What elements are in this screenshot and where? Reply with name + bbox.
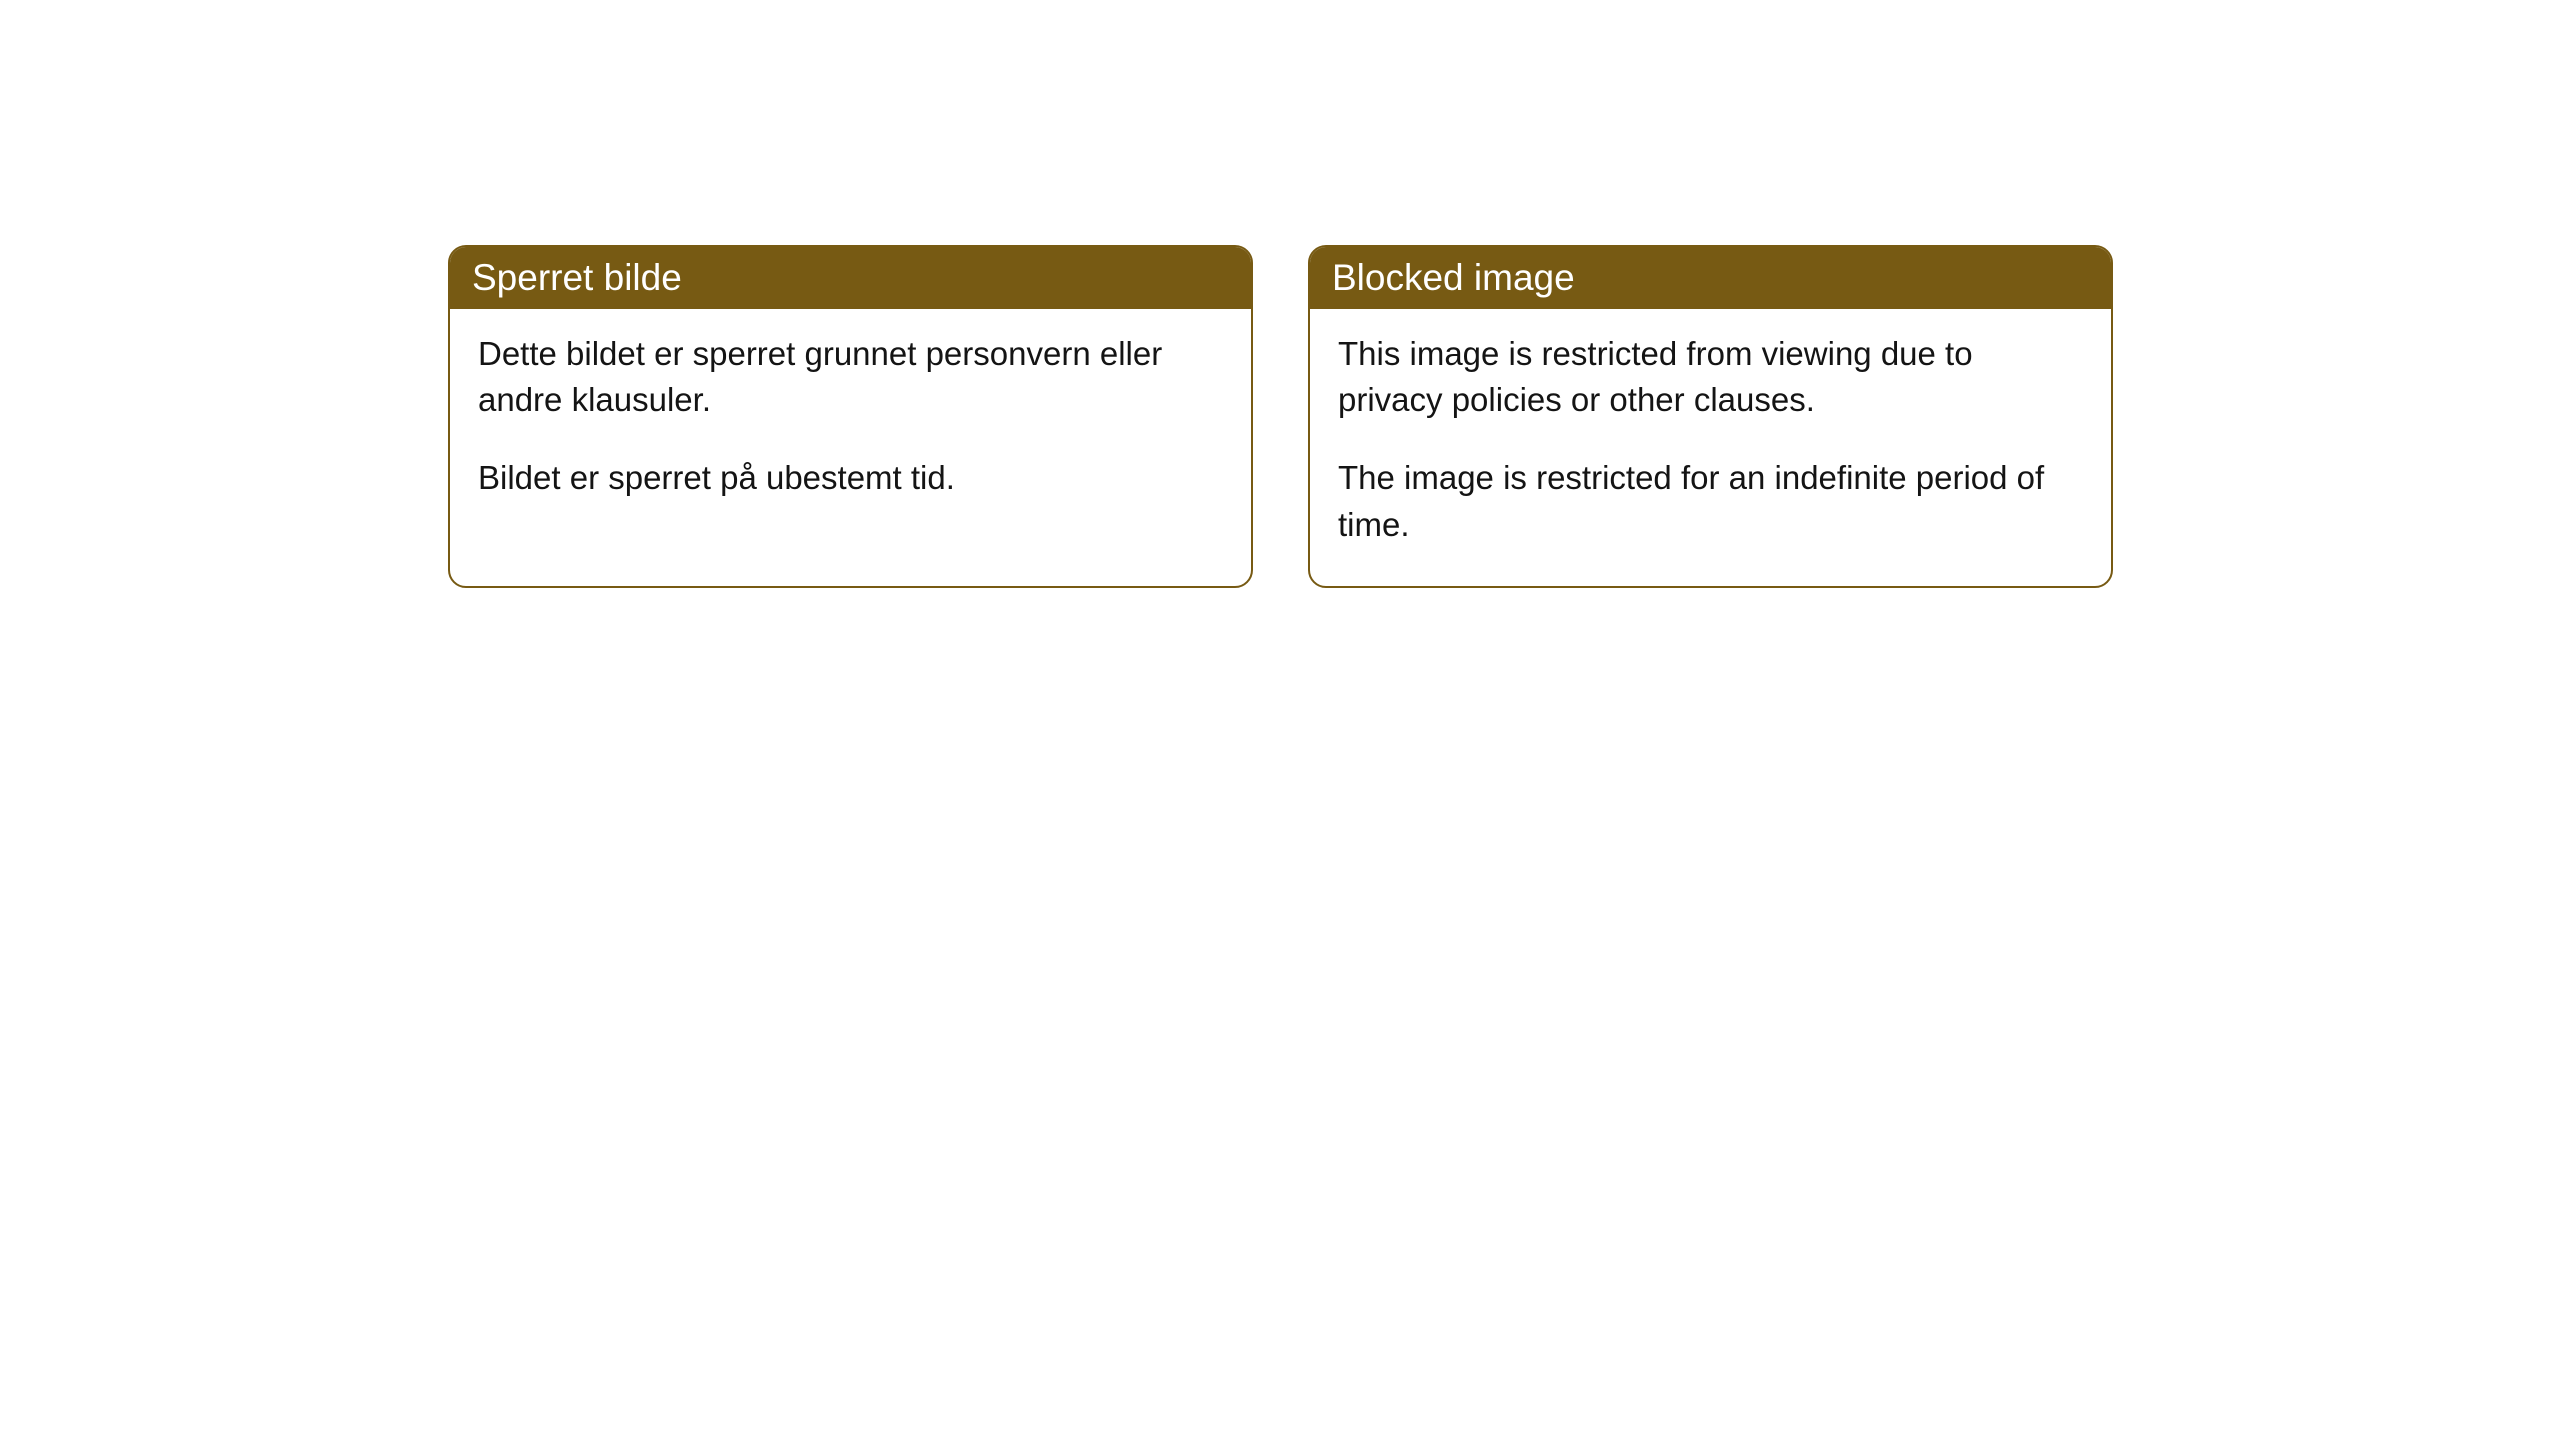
card-paragraph: Bildet er sperret på ubestemt tid. bbox=[478, 455, 1223, 501]
card-title: Sperret bilde bbox=[472, 257, 682, 298]
card-header-norwegian: Sperret bilde bbox=[450, 247, 1251, 309]
notice-container: Sperret bilde Dette bildet er sperret gr… bbox=[0, 0, 2560, 588]
card-paragraph: The image is restricted for an indefinit… bbox=[1338, 455, 2083, 547]
card-body-norwegian: Dette bildet er sperret grunnet personve… bbox=[450, 309, 1251, 540]
card-body-english: This image is restricted from viewing du… bbox=[1310, 309, 2111, 586]
card-header-english: Blocked image bbox=[1310, 247, 2111, 309]
card-title: Blocked image bbox=[1332, 257, 1575, 298]
blocked-image-card-norwegian: Sperret bilde Dette bildet er sperret gr… bbox=[448, 245, 1253, 588]
blocked-image-card-english: Blocked image This image is restricted f… bbox=[1308, 245, 2113, 588]
card-paragraph: This image is restricted from viewing du… bbox=[1338, 331, 2083, 423]
card-paragraph: Dette bildet er sperret grunnet personve… bbox=[478, 331, 1223, 423]
